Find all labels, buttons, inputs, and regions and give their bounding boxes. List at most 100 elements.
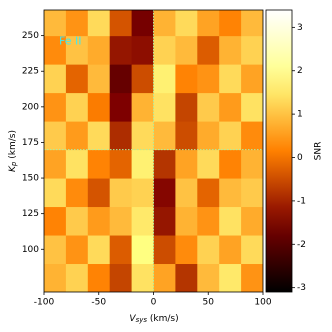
heat-cell	[87, 149, 111, 179]
heat-cell	[241, 10, 263, 37]
heat-cell	[153, 206, 176, 236]
colorbar-tick-label: -1	[297, 196, 306, 206]
heat-cell	[153, 178, 176, 208]
heatmap	[44, 10, 263, 292]
heat-cell	[197, 64, 220, 94]
heat-cell	[131, 121, 154, 151]
x-tick-label: 50	[203, 298, 215, 308]
colorbar-tick-label: 2	[297, 66, 303, 76]
heat-cell	[241, 206, 263, 236]
heat-cell	[65, 206, 89, 236]
heat-cell	[219, 121, 242, 151]
heat-cell	[219, 92, 242, 122]
heat-cell	[131, 206, 154, 236]
x-tick-label: 0	[151, 298, 157, 308]
heat-cell	[153, 35, 176, 65]
heat-cell	[87, 64, 111, 94]
heat-cell	[87, 121, 111, 151]
heat-cell	[197, 35, 220, 65]
heat-cell	[44, 178, 67, 208]
y-tick-label: 150	[22, 174, 39, 184]
heat-cell	[87, 92, 111, 122]
heat-cell	[109, 92, 133, 122]
y-label-unit: (km/s)	[8, 130, 18, 162]
y-tick-label: 225	[22, 67, 39, 77]
y-tick-label: 200	[22, 102, 39, 112]
heat-cell	[175, 10, 198, 37]
heat-cell	[175, 235, 198, 265]
heat-cell	[219, 178, 242, 208]
heat-cell	[131, 10, 154, 37]
heat-cell	[131, 64, 154, 94]
heat-cell	[153, 92, 176, 122]
x-tick-label: -100	[34, 298, 55, 308]
heat-cell	[65, 64, 89, 94]
heat-cell	[241, 121, 263, 151]
heat-cell	[65, 149, 89, 179]
heat-cell	[87, 35, 111, 65]
heat-cell	[153, 64, 176, 94]
colorbar-tick-label: 0	[297, 153, 303, 163]
heat-cell	[65, 10, 89, 37]
heat-cell	[241, 35, 263, 65]
heat-cell	[219, 64, 242, 94]
heat-cell	[197, 10, 220, 37]
heat-cell	[131, 92, 154, 122]
x-label-unit: (km/s)	[147, 314, 179, 324]
heat-cell	[219, 10, 242, 37]
heat-cell	[241, 64, 263, 94]
heat-cell	[219, 35, 242, 65]
heat-cell	[109, 235, 133, 265]
heat-cell	[175, 178, 198, 208]
heat-cell	[65, 178, 89, 208]
annotation: Fe II	[59, 34, 81, 47]
heat-cell	[175, 206, 198, 236]
heat-cell	[153, 10, 176, 37]
heat-cell	[44, 10, 67, 37]
heat-cell	[153, 121, 176, 151]
heat-cell	[109, 35, 133, 65]
heat-cell	[109, 149, 133, 179]
overlay: Fe II	[44, 10, 263, 292]
heat-cell	[197, 178, 220, 208]
heat-cell	[175, 263, 198, 292]
x-label: Vsys (km/s)	[129, 314, 178, 325]
heat-cell	[175, 64, 198, 94]
x-label-symbol: V	[129, 314, 136, 324]
heat-cell	[241, 235, 263, 265]
heat-cell	[44, 149, 67, 179]
heat-cell	[109, 263, 133, 292]
colorbar-label: SNR	[314, 142, 324, 161]
colorbar-tick-label: -3	[297, 283, 306, 293]
heat-cell	[109, 206, 133, 236]
heat-cell	[197, 206, 220, 236]
heat-cell	[65, 92, 89, 122]
heat-cell	[219, 263, 242, 292]
heat-cell	[131, 263, 154, 292]
heat-cell	[153, 263, 176, 292]
heat-cell	[87, 10, 111, 37]
heat-cell	[87, 235, 111, 265]
heat-cell	[87, 263, 111, 292]
x-label-sub: sys	[136, 316, 148, 324]
heat-cell	[197, 235, 220, 265]
x-tick-label: -50	[91, 298, 106, 308]
y-label-symbol: K	[8, 165, 18, 172]
heat-cell	[153, 149, 176, 179]
colorbar-tick-label: 3	[297, 23, 303, 33]
heat-cell	[131, 235, 154, 265]
heat-cell	[175, 92, 198, 122]
heat-cell	[109, 10, 133, 37]
heat-cell	[241, 263, 263, 292]
heat-cell	[44, 121, 67, 151]
heat-cell	[65, 35, 89, 65]
heat-cell	[153, 235, 176, 265]
heat-cell	[65, 121, 89, 151]
y-tick-label: 175	[22, 138, 39, 148]
colorbar-tick-label: -2	[297, 240, 306, 250]
colorbar-tick-label: 1	[297, 110, 303, 120]
heat-cell	[241, 92, 263, 122]
heat-cell	[44, 263, 67, 292]
